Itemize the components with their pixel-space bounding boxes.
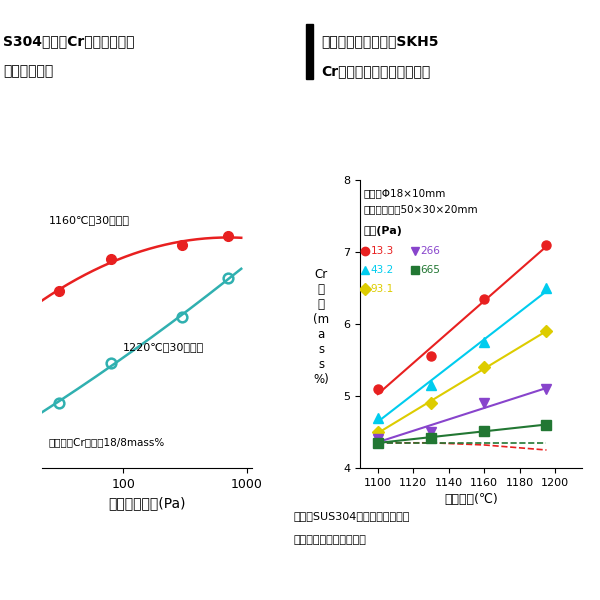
Text: 加熱前のCr濃度：18/8mass%: 加熱前のCr濃度：18/8mass% xyxy=(49,437,165,447)
X-axis label: 加熱時の圧力(Pa): 加熱時の圧力(Pa) xyxy=(108,496,186,510)
Text: Cr
濃
度
(m
a
s
s
%): Cr 濃 度 (m a s s %) xyxy=(313,268,329,386)
Text: 43.2: 43.2 xyxy=(371,265,394,275)
Text: Cr濃度に及ぼす加熱条件の: Cr濃度に及ぼす加熱条件の xyxy=(321,64,430,78)
Text: バスケット：50×30×20mm: バスケット：50×30×20mm xyxy=(364,205,478,214)
Text: 13.3: 13.3 xyxy=(371,245,394,256)
Text: 1160℃、30分加熱: 1160℃、30分加熱 xyxy=(49,215,130,224)
Text: 真空ガス焼入れしたSKH5: 真空ガス焼入れしたSKH5 xyxy=(321,34,439,48)
X-axis label: 焼入温度(℃): 焼入温度(℃) xyxy=(444,493,498,506)
Text: 266: 266 xyxy=(421,245,440,256)
Text: 93.1: 93.1 xyxy=(371,284,394,295)
Text: 実線：SUS304製バスケット使用: 実線：SUS304製バスケット使用 xyxy=(294,511,410,521)
Text: 1220℃、30分加熱: 1220℃、30分加熱 xyxy=(123,342,205,352)
Text: 破線：バスケット不使用: 破線：バスケット不使用 xyxy=(294,535,367,545)
Text: 時圧力の影響: 時圧力の影響 xyxy=(3,64,53,78)
Text: 圧力(Pa): 圧力(Pa) xyxy=(364,226,403,236)
Text: 665: 665 xyxy=(421,265,440,275)
Text: S304の表面Cr濃度に及ぼす: S304の表面Cr濃度に及ぼす xyxy=(3,34,134,48)
Text: 試料：Φ18×10mm: 試料：Φ18×10mm xyxy=(364,188,446,198)
